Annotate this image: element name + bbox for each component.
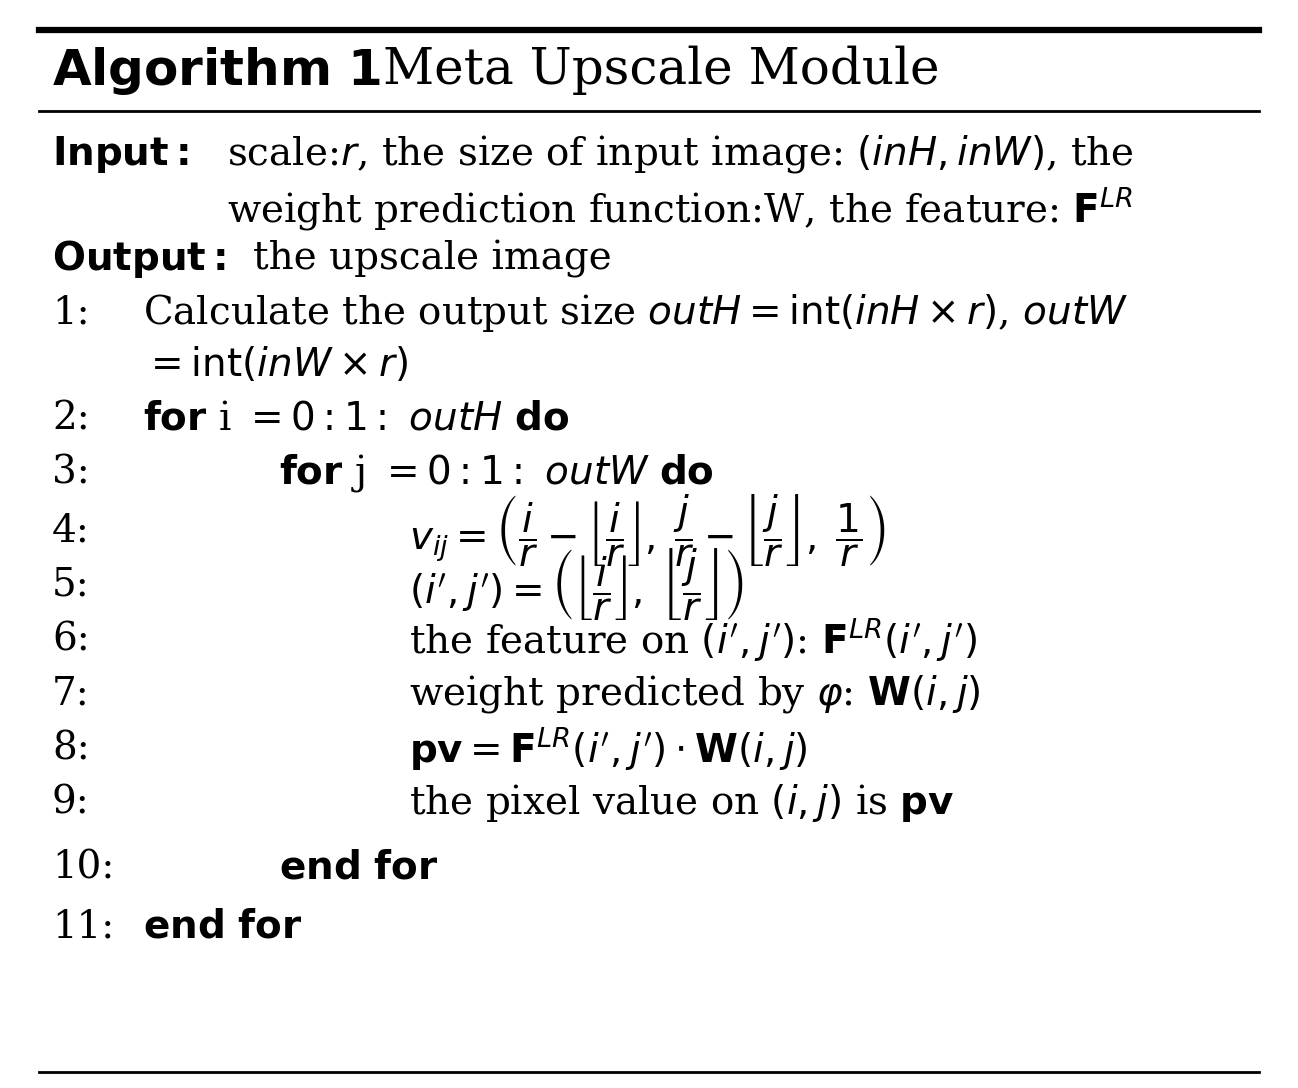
Text: the feature on $(i^{\prime}, j^{\prime})$: $\mathbf{F}^{LR}(i^{\prime}, j^{\prim: the feature on $(i^{\prime}, j^{\prime})… — [409, 616, 977, 664]
Text: 6:: 6: — [52, 621, 90, 658]
Text: 10:: 10: — [52, 850, 114, 887]
Text: 3:: 3: — [52, 455, 90, 492]
Text: $\mathbf{Algorithm\ 1}$: $\mathbf{Algorithm\ 1}$ — [52, 45, 380, 97]
Text: $\mathbf{end\ for}$: $\mathbf{end\ for}$ — [143, 908, 302, 945]
Text: 11:: 11: — [52, 908, 114, 945]
Text: $(i^{\prime}, j^{\prime}) = \left(\left\lfloor\dfrac{i}{r}\right\rfloor,\; \left: $(i^{\prime}, j^{\prime}) = \left(\left\… — [409, 547, 744, 623]
Text: $v_{ij} = \left(\dfrac{i}{r} - \left\lfloor\dfrac{i}{r}\right\rfloor,\; \dfrac{j: $v_{ij} = \left(\dfrac{i}{r} - \left\lfl… — [409, 493, 885, 569]
Text: Calculate the output size $outH = \mathrm{int}(inH \times r)$, $outW$: Calculate the output size $outH = \mathr… — [143, 293, 1128, 334]
Text: $\mathbf{for}$ i $= 0 : 1 :$ $outH$ $\mathbf{do}$: $\mathbf{for}$ i $= 0 : 1 :$ $outH$ $\ma… — [143, 400, 569, 437]
Text: 7:: 7: — [52, 676, 90, 713]
Text: the upscale image: the upscale image — [253, 240, 611, 277]
Text: Meta Upscale Module: Meta Upscale Module — [383, 46, 940, 96]
Text: 5:: 5: — [52, 567, 90, 604]
Text: 2:: 2: — [52, 400, 90, 437]
Text: $= \mathrm{int}(inW \times r)$: $= \mathrm{int}(inW \times r)$ — [143, 345, 408, 384]
Text: $\mathbf{for}$ j $= 0 : 1 :$ $outW$ $\mathbf{do}$: $\mathbf{for}$ j $= 0 : 1 :$ $outW$ $\ma… — [279, 453, 714, 494]
Text: $\mathbf{Input:}$: $\mathbf{Input:}$ — [52, 134, 190, 175]
Text: weight predicted by $\varphi$: $\mathbf{W}(i, j)$: weight predicted by $\varphi$: $\mathbf{… — [409, 673, 980, 715]
Text: 1:: 1: — [52, 295, 90, 332]
Text: 8:: 8: — [52, 730, 90, 767]
Text: 4:: 4: — [52, 512, 90, 549]
Text: scale:$r$, the size of input image: $(inH, inW)$, the: scale:$r$, the size of input image: $(in… — [227, 134, 1134, 175]
Text: 9:: 9: — [52, 784, 90, 821]
Text: $\mathbf{Output:}$: $\mathbf{Output:}$ — [52, 238, 226, 280]
Text: weight prediction function:W, the feature: $\mathbf{F}^{LR}$: weight prediction function:W, the featur… — [227, 185, 1133, 233]
Text: $\mathbf{pv} = \mathbf{F}^{LR}(i^{\prime}, j^{\prime}) \cdot \mathbf{W}(i, j)$: $\mathbf{pv} = \mathbf{F}^{LR}(i^{\prime… — [409, 725, 807, 772]
Text: $\mathbf{end\ for}$: $\mathbf{end\ for}$ — [279, 850, 439, 887]
Text: the pixel value on $(i, j)$ is $\mathbf{pv}$: the pixel value on $(i, j)$ is $\mathbf{… — [409, 782, 954, 824]
